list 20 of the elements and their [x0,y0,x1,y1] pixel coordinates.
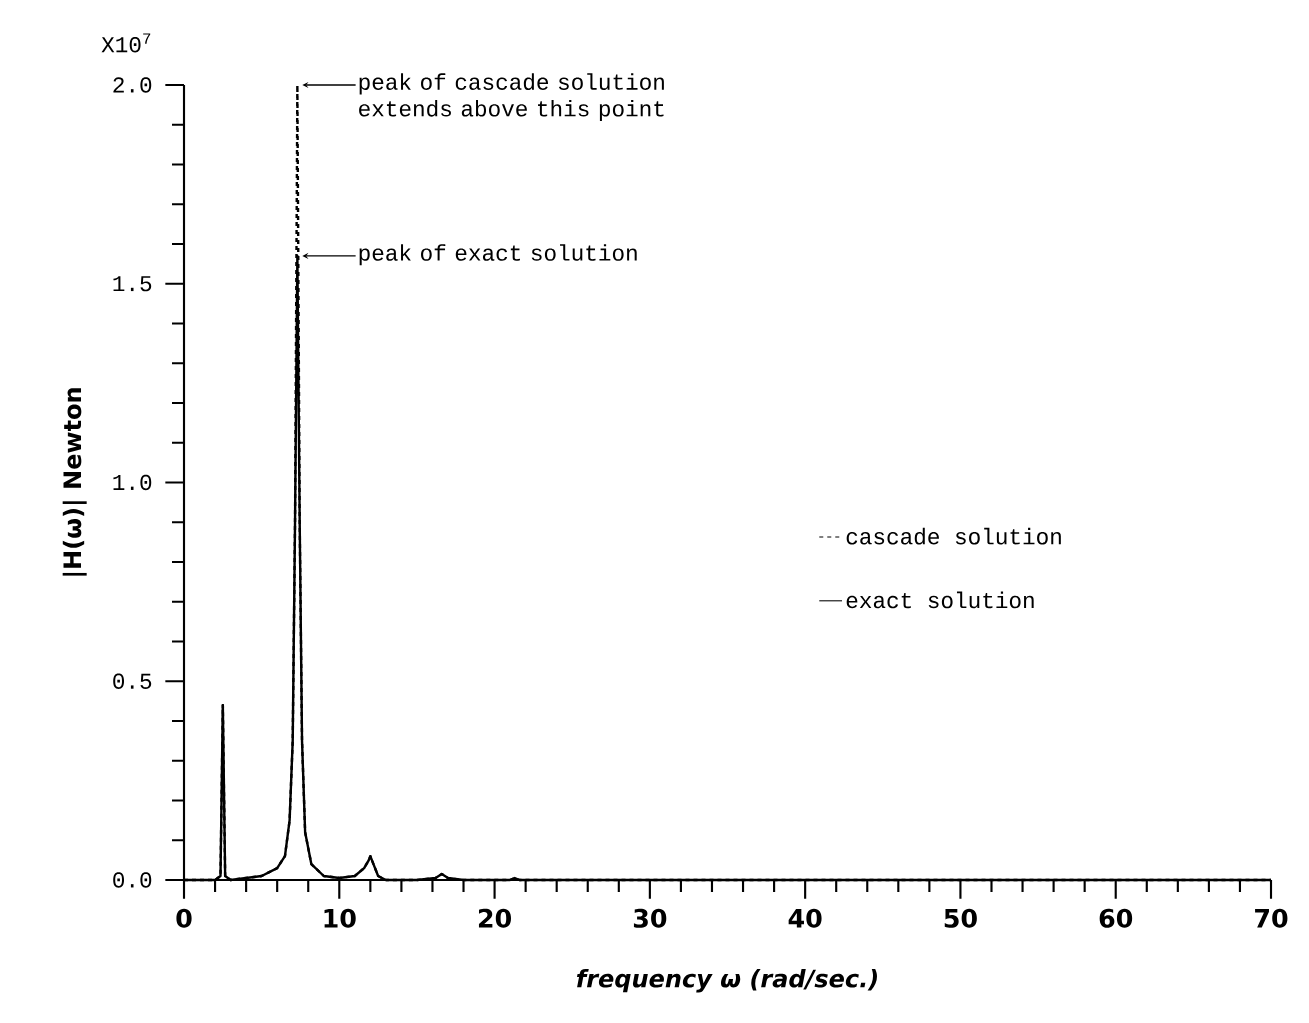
text: X10$^{7}$ [101,33,151,53]
x-tick-label: 70 [1255,908,1288,928]
x-tick-label: 40 [788,908,822,928]
x-axis-title: frequency ω (rad/sec.) [576,969,877,993]
y-tick-label: 2.0 [113,77,152,93]
legend-label: cascade solution [846,527,1061,545]
x-tick-label: 10 [324,908,356,928]
x-tick-label: 0 [176,908,192,928]
y-axis-title: |H(ω)| Newton [62,388,87,576]
annotation: peak of exact solution [359,244,637,266]
annotation: peak of cascade solution extends above this point [359,73,664,122]
y-tick-label: 1.5 [113,276,152,292]
y-tick-label: 1.0 [113,474,152,491]
x-tick-label: 20 [478,908,511,928]
y-tick-label: 0.5 [113,673,152,689]
x-tick-label: 30 [633,908,667,928]
x-tick-label: 60 [1099,908,1133,928]
x-tick-label: 50 [944,908,977,928]
legend-label: exact solution [846,591,1034,609]
y-tick-label: 0.0 [113,872,152,888]
